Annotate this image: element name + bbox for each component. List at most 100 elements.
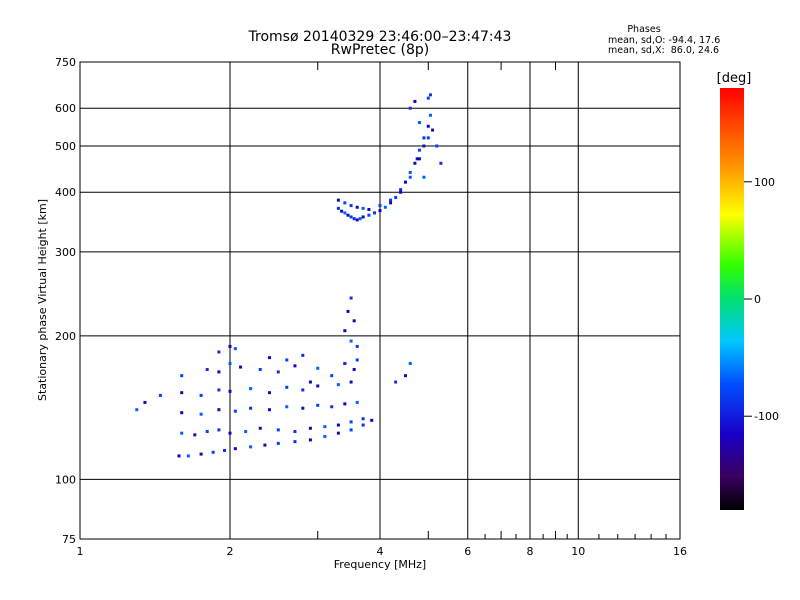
data-point [349,204,353,208]
data-point [258,367,262,371]
colorbar-ticks: 100 0 -100 [744,176,779,423]
data-point [199,393,203,397]
x-tick-label: 8 [527,545,534,558]
data-point [408,106,412,110]
data-point [180,431,184,435]
data-point [361,215,365,219]
data-point [367,213,371,217]
data-point [428,113,432,117]
data-point [413,161,417,165]
data-point [180,391,184,395]
data-point [228,389,232,393]
x-tick-label: 6 [464,545,471,558]
data-point [394,380,398,384]
x-axis-label: Frequency [MHz] [334,558,426,571]
data-point [426,96,430,100]
data-point [413,99,417,103]
y-tick-label: 600 [55,102,76,115]
data-point [389,198,393,202]
data-point [428,93,432,97]
y-tick-label: 500 [55,140,76,153]
chart-subtitle: RwPretec (8p) [331,42,429,58]
data-point [336,423,340,427]
data-point [361,423,365,427]
data-point [233,447,237,451]
colorbar-label: [deg] [717,71,752,86]
data-point [316,366,320,370]
data-point [301,388,305,392]
data-point [417,148,421,152]
data-point [422,175,426,179]
data-point [394,195,398,199]
data-point [355,400,359,404]
data-point [352,319,356,323]
data-point [343,329,347,333]
y-axis-label: Stationary phase Virtual Height [km] [36,199,49,401]
data-point [316,403,320,407]
data-point [323,435,327,439]
data-point [367,207,371,211]
data-point [349,339,353,343]
data-point [180,374,184,378]
data-point [346,309,350,313]
data-point [285,358,289,362]
data-point [355,218,359,222]
colorbar-tick-label: -100 [754,410,779,423]
data-point [403,180,407,184]
data-point [408,361,412,365]
data-point [358,217,362,221]
data-point [285,385,289,389]
x-tick-label: 2 [227,545,234,558]
stats-line-x: mean, sd,X: 86.0, 24.6 [608,45,719,56]
data-point [426,124,430,128]
data-point [361,206,365,210]
plot-area: 1 2 4 6 8 10 16 75 100 200 300 400 500 600 750 [55,56,687,558]
data-point [383,205,387,209]
data-point [308,380,312,384]
data-point [355,344,359,348]
data-point [249,445,253,449]
data-point [177,454,181,458]
data-point [267,356,271,360]
data-point [336,206,340,210]
data-point [415,157,419,161]
data-point [293,430,297,434]
data-point [417,157,421,161]
data-point [323,425,327,429]
data-point [205,367,209,371]
data-point [158,393,162,397]
data-point [403,374,407,378]
data-point [205,430,209,434]
data-point [361,417,365,421]
stats-line-o: mean, sd,O: -94.4, 17.6 [608,35,720,46]
data-point [352,367,356,371]
data-point [233,409,237,413]
data-point [330,374,334,378]
data-point [228,431,232,435]
data-point [346,213,350,217]
colorbar-tick-label: 0 [754,293,761,306]
data-point [435,144,439,148]
data-point [301,406,305,410]
data-point [349,215,353,219]
y-tick-label: 75 [62,533,76,546]
data-point [439,161,443,165]
data-point [336,431,340,435]
data-point [239,365,243,369]
y-tick-label: 400 [55,186,76,199]
data-point [143,400,147,404]
y-tick-label: 200 [55,330,76,343]
data-point [276,441,280,445]
data-point [349,420,353,424]
data-point [378,209,382,213]
x-tick-label: 1 [77,545,84,558]
data-point [408,170,412,174]
data-point [330,405,334,409]
data-point [370,418,374,422]
data-point [276,428,280,432]
data-point [267,391,271,395]
data-points [135,93,443,458]
data-point [389,201,393,205]
data-point [343,201,347,205]
data-point [301,353,305,357]
